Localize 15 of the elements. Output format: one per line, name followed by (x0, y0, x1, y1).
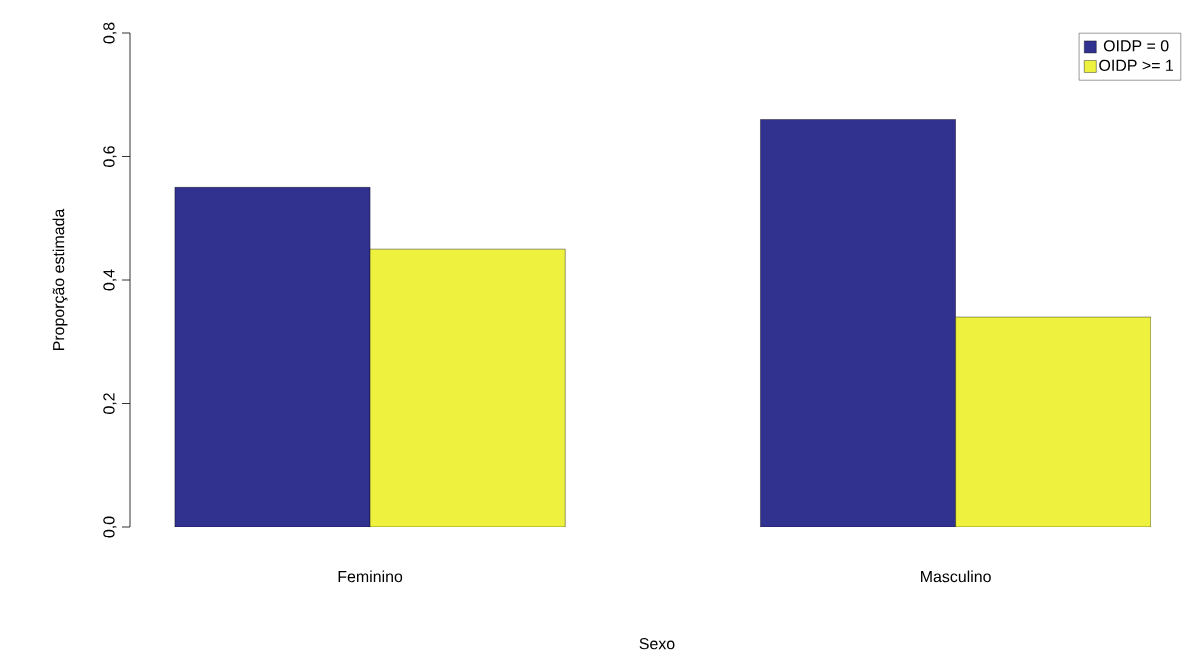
bar (369, 248, 566, 527)
bar (760, 119, 956, 527)
bar (174, 187, 371, 527)
x-tick-label: Feminino (338, 570, 403, 583)
y-tick-label: 0,6 (103, 146, 117, 167)
legend-label: OIDP = 0 (1103, 40, 1169, 52)
y-axis-title: Proporção estimada (52, 208, 68, 351)
y-tick-label: 0,0 (103, 516, 117, 538)
y-tick-label: 0,2 (103, 393, 117, 414)
y-tick-label: 0,8 (103, 22, 117, 44)
x-tick-label: Masculino (921, 570, 991, 583)
bar (955, 316, 1151, 527)
y-tick-label: 0,4 (103, 269, 117, 291)
x-axis-title: Sexo (639, 638, 675, 650)
legend-label: OIDP >= 1 (1099, 59, 1173, 71)
